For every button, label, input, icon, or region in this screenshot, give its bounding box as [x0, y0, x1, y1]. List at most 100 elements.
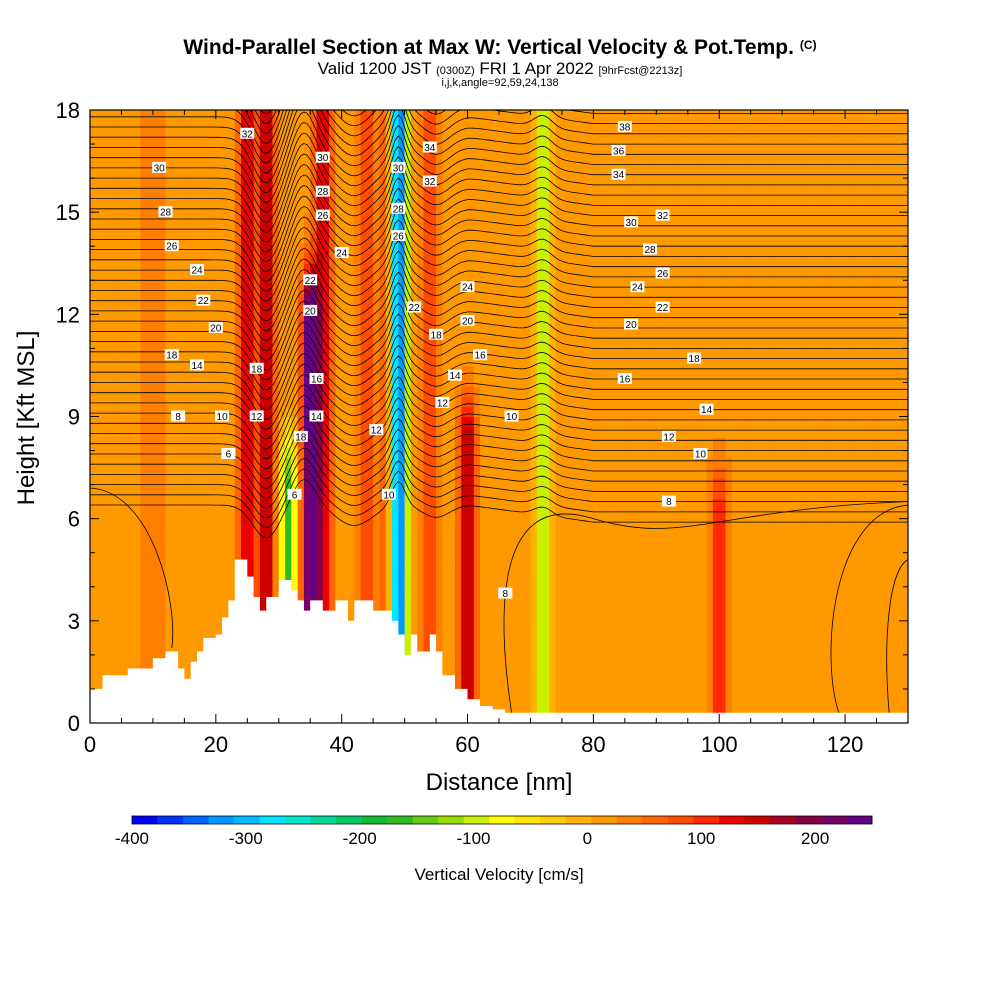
velocity-cell [593, 396, 601, 407]
velocity-cell [605, 641, 613, 653]
velocity-cell [530, 682, 538, 693]
velocity-cell [517, 263, 525, 275]
velocity-cell [480, 651, 488, 663]
velocity-cell [354, 334, 362, 346]
velocity-cell [121, 651, 129, 663]
velocity-cell [341, 569, 349, 581]
velocity-cell [159, 528, 167, 540]
velocity-cell [379, 518, 387, 530]
velocity-cell [329, 222, 336, 234]
velocity-cell [108, 375, 116, 387]
velocity-cell [524, 651, 532, 663]
velocity-cell [511, 385, 519, 397]
velocity-cell [530, 447, 538, 458]
velocity-cell [266, 447, 274, 458]
velocity-cell [536, 385, 544, 397]
velocity-cell [404, 150, 412, 162]
velocity-cell [146, 365, 154, 377]
velocity-cell [146, 508, 154, 520]
velocity-cell [222, 110, 230, 121]
velocity-cell [247, 477, 255, 489]
velocity-cell [373, 232, 381, 244]
velocity-cell [190, 569, 198, 581]
velocity-cell [454, 181, 462, 193]
velocity-cell [234, 355, 242, 367]
velocity-cell [234, 416, 242, 428]
velocity-cell [165, 539, 173, 550]
velocity-cell [222, 273, 230, 285]
velocity-cell [392, 610, 399, 622]
velocity-cell [253, 579, 261, 591]
velocity-cell [366, 416, 374, 428]
velocity-cell [234, 314, 242, 326]
velocity-cell [203, 130, 211, 142]
velocity-cell [568, 181, 576, 193]
velocity-cell [146, 610, 154, 622]
velocity-cell [322, 273, 330, 285]
velocity-cell [505, 498, 513, 510]
velocity-cell [555, 344, 563, 356]
velocity-cell [436, 426, 443, 438]
velocity-cell [486, 631, 494, 642]
velocity-cell [354, 579, 362, 591]
velocity-cell [152, 344, 160, 356]
velocity-cell [410, 426, 418, 438]
velocity-cell [297, 385, 305, 397]
velocity-cell [568, 528, 576, 540]
velocity-cell [480, 539, 488, 550]
velocity-cell [96, 263, 104, 275]
velocity-cell [517, 140, 525, 152]
velocity-cell [165, 457, 173, 469]
velocity-cell [134, 120, 141, 132]
velocity-cell [385, 436, 393, 448]
velocity-cell [492, 334, 500, 346]
velocity-cell [599, 406, 607, 418]
velocity-cell [568, 610, 576, 622]
velocity-cell [436, 600, 443, 612]
velocity-cell [555, 671, 563, 683]
velocity-cell [134, 457, 141, 469]
velocity-cell [297, 518, 305, 530]
velocity-cell [247, 539, 255, 550]
velocity-cell [599, 171, 607, 183]
velocity-cell [574, 120, 582, 132]
velocity-cell [228, 212, 236, 223]
velocity-cell [580, 631, 588, 642]
velocity-cell [140, 242, 148, 254]
velocity-cell [536, 406, 544, 418]
velocity-cell [492, 304, 500, 315]
velocity-cell [203, 365, 211, 377]
velocity-cell [511, 600, 519, 612]
velocity-cell [108, 641, 116, 653]
velocity-cell [159, 344, 167, 356]
velocity-cell [524, 631, 532, 642]
velocity-cell [473, 539, 481, 550]
velocity-cell [215, 181, 223, 193]
velocity-cell [360, 334, 368, 346]
velocity-cell [429, 355, 437, 367]
velocity-cell [241, 396, 248, 407]
velocity-cell [593, 579, 601, 591]
velocity-cell [486, 222, 494, 234]
velocity-cell [587, 641, 594, 653]
velocity-cell [580, 702, 588, 714]
velocity-cell [96, 181, 104, 193]
velocity-cell [115, 436, 123, 448]
velocity-cell [436, 222, 443, 234]
velocity-cell [429, 396, 437, 407]
velocity-cell [228, 242, 236, 254]
velocity-cell [322, 253, 330, 264]
velocity-cell [341, 140, 349, 152]
velocity-cell [115, 365, 123, 377]
velocity-cell [587, 661, 594, 673]
velocity-cell [423, 406, 431, 418]
section-indices: i,j,k,angle=92,59,24,138 [441, 77, 559, 89]
velocity-cell [549, 273, 557, 285]
velocity-cell [184, 324, 192, 336]
velocity-cell [322, 334, 330, 346]
velocity-cell [209, 600, 217, 612]
velocity-cell [480, 110, 488, 121]
velocity-cell [555, 150, 563, 162]
velocity-cell [234, 212, 242, 223]
velocity-cell [492, 549, 500, 561]
